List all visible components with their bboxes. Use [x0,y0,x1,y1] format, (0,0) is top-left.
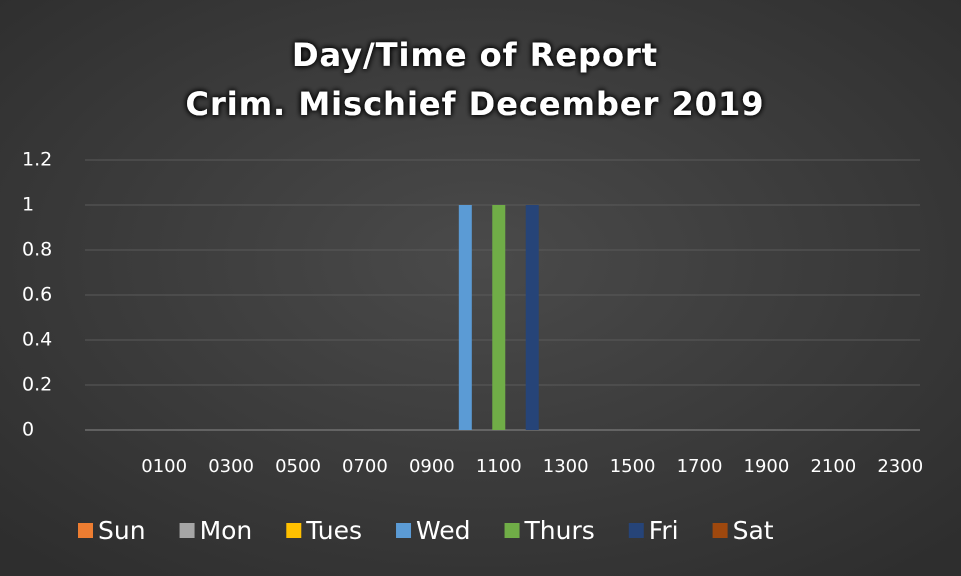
x-tick-label: 2100 [810,456,856,477]
bar [525,205,539,430]
chart-title: Day/Time of Report [292,36,658,74]
x-tick-label: 0100 [141,456,187,477]
y-tick-label: 0.6 [22,284,52,306]
y-tick-label: 1.2 [22,149,52,171]
x-tick-label: 0300 [208,456,254,477]
x-tick-label: 0500 [275,456,321,477]
legend-swatch [628,523,644,538]
legend-label: Thurs [524,516,595,545]
x-tick-label: 2300 [877,456,923,477]
y-tick-label: 0 [22,419,34,441]
chart-title: Crim. Mischief December 2019 [185,85,764,123]
x-tick-label: 1300 [543,456,589,477]
legend-label: Sat [733,516,774,545]
legend-swatch [78,523,93,538]
bar [492,205,506,430]
legend-label: Sun [98,516,146,545]
legend-swatch [179,523,195,538]
x-tick-label: 0700 [342,456,388,477]
y-tick-label: 0.4 [22,329,52,351]
y-tick-label: 1 [22,194,34,216]
legend-label: Mon [200,516,253,545]
legend-label: Wed [416,516,471,545]
legend-swatch [396,523,412,538]
x-tick-label: 1500 [610,456,656,477]
legend-label: Tues [305,516,362,545]
x-tick-label: 0900 [409,456,455,477]
legend-label: Fri [649,516,679,545]
legend-swatch [504,523,520,538]
x-tick-label: 1100 [476,456,522,477]
legend-swatch [712,523,728,538]
x-tick-label: 1700 [677,456,723,477]
x-tick-label: 1900 [744,456,790,477]
y-tick-label: 0.2 [22,374,52,396]
legend-swatch [286,523,302,538]
bar [458,205,472,430]
y-tick-label: 0.8 [22,239,52,261]
